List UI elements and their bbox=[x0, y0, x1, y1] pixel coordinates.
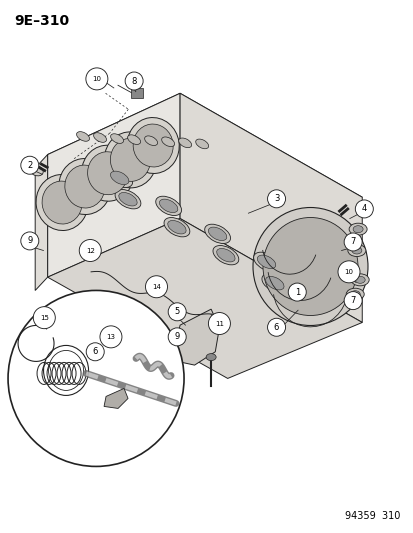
Bar bbox=[131, 88, 142, 98]
Ellipse shape bbox=[59, 159, 111, 214]
Text: 11: 11 bbox=[214, 320, 223, 327]
Circle shape bbox=[354, 200, 373, 218]
Circle shape bbox=[79, 239, 101, 262]
Text: 1: 1 bbox=[294, 288, 299, 296]
Circle shape bbox=[208, 312, 230, 335]
Text: 10: 10 bbox=[344, 269, 353, 275]
Ellipse shape bbox=[107, 168, 132, 188]
Ellipse shape bbox=[164, 217, 190, 237]
Ellipse shape bbox=[352, 225, 362, 233]
Ellipse shape bbox=[36, 175, 88, 230]
Ellipse shape bbox=[349, 290, 359, 298]
Ellipse shape bbox=[252, 207, 367, 326]
Circle shape bbox=[343, 233, 361, 251]
Ellipse shape bbox=[144, 136, 157, 146]
Ellipse shape bbox=[81, 146, 133, 201]
Text: 7: 7 bbox=[350, 238, 355, 246]
Circle shape bbox=[145, 276, 167, 298]
Circle shape bbox=[33, 306, 55, 329]
Text: 3: 3 bbox=[273, 195, 278, 203]
Ellipse shape bbox=[348, 223, 366, 235]
Ellipse shape bbox=[212, 246, 238, 265]
Text: 13: 13 bbox=[106, 334, 115, 340]
Polygon shape bbox=[47, 93, 361, 256]
Ellipse shape bbox=[104, 132, 156, 188]
Circle shape bbox=[267, 190, 285, 208]
Ellipse shape bbox=[133, 124, 173, 167]
Circle shape bbox=[86, 343, 104, 361]
Polygon shape bbox=[47, 93, 180, 277]
Ellipse shape bbox=[119, 192, 137, 206]
Ellipse shape bbox=[88, 152, 127, 195]
Ellipse shape bbox=[110, 134, 123, 143]
Circle shape bbox=[337, 261, 359, 283]
Ellipse shape bbox=[350, 274, 368, 286]
Text: 6: 6 bbox=[273, 323, 278, 332]
Text: 9: 9 bbox=[174, 333, 179, 341]
Ellipse shape bbox=[345, 288, 363, 300]
Circle shape bbox=[267, 318, 285, 336]
Text: 8: 8 bbox=[131, 77, 136, 85]
Ellipse shape bbox=[115, 190, 140, 209]
Ellipse shape bbox=[127, 118, 179, 173]
Ellipse shape bbox=[253, 252, 279, 271]
Text: 6: 6 bbox=[93, 348, 97, 356]
Text: 9E–310: 9E–310 bbox=[14, 14, 69, 28]
Ellipse shape bbox=[257, 255, 275, 269]
Ellipse shape bbox=[155, 196, 181, 215]
Ellipse shape bbox=[127, 135, 140, 144]
Ellipse shape bbox=[216, 248, 235, 262]
Circle shape bbox=[8, 290, 184, 466]
Circle shape bbox=[21, 156, 39, 174]
Ellipse shape bbox=[351, 247, 361, 254]
Ellipse shape bbox=[265, 277, 283, 290]
Text: 5: 5 bbox=[174, 308, 179, 316]
Ellipse shape bbox=[347, 245, 365, 256]
Polygon shape bbox=[180, 93, 361, 322]
Polygon shape bbox=[47, 219, 361, 378]
Circle shape bbox=[168, 303, 186, 321]
Text: 94359  310: 94359 310 bbox=[344, 511, 399, 521]
Ellipse shape bbox=[65, 165, 104, 208]
Ellipse shape bbox=[204, 224, 230, 244]
Text: 12: 12 bbox=[85, 247, 95, 254]
Ellipse shape bbox=[262, 217, 357, 316]
Circle shape bbox=[343, 292, 361, 310]
Ellipse shape bbox=[354, 276, 364, 284]
Text: 10: 10 bbox=[92, 76, 101, 82]
Text: 14: 14 bbox=[152, 284, 161, 290]
Polygon shape bbox=[176, 309, 219, 365]
Text: 15: 15 bbox=[40, 314, 49, 321]
Ellipse shape bbox=[261, 273, 287, 293]
Text: 4: 4 bbox=[361, 205, 366, 213]
Ellipse shape bbox=[110, 139, 150, 181]
Polygon shape bbox=[35, 155, 47, 290]
Circle shape bbox=[100, 326, 122, 348]
Text: 2: 2 bbox=[27, 161, 32, 169]
Ellipse shape bbox=[42, 181, 82, 224]
Circle shape bbox=[21, 232, 39, 250]
Ellipse shape bbox=[206, 353, 216, 361]
Ellipse shape bbox=[178, 138, 191, 148]
Circle shape bbox=[125, 72, 143, 90]
Text: 9: 9 bbox=[27, 237, 32, 245]
Circle shape bbox=[287, 283, 306, 301]
Polygon shape bbox=[104, 389, 128, 408]
Ellipse shape bbox=[76, 132, 89, 141]
Ellipse shape bbox=[195, 139, 208, 149]
Ellipse shape bbox=[93, 133, 106, 142]
Ellipse shape bbox=[208, 227, 226, 240]
Text: 7: 7 bbox=[350, 296, 355, 305]
Ellipse shape bbox=[167, 221, 186, 234]
Ellipse shape bbox=[161, 137, 174, 147]
Circle shape bbox=[168, 328, 186, 346]
Circle shape bbox=[85, 68, 108, 90]
Ellipse shape bbox=[159, 199, 178, 213]
Ellipse shape bbox=[30, 165, 43, 176]
Ellipse shape bbox=[110, 171, 128, 184]
